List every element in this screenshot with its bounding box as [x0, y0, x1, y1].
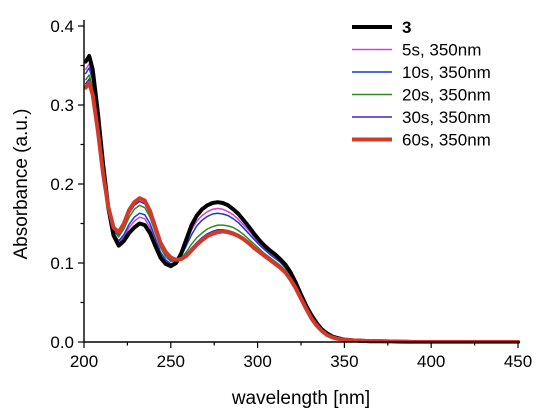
y-axis-title: Absorbance (a.u.): [11, 108, 32, 259]
y-tick-label: 0.2: [50, 175, 74, 194]
plot-lines: [83, 54, 520, 344]
legend: 3 5s, 350nm 10s, 350nm 20s, 350nm 30s, 350nm…: [352, 18, 491, 150]
x-tick-label: 300: [243, 352, 271, 371]
ticks: 200 250 300 350 400 450 0.0 0.1 0.2 0.3 0.4: [50, 17, 532, 371]
y-tick-label: 0.4: [50, 17, 74, 36]
legend-label: 10s, 350nm: [402, 63, 491, 82]
series-line-5: [83, 80, 520, 344]
x-tick-label: 200: [70, 352, 98, 371]
x-tick-label: 450: [504, 352, 532, 371]
legend-label: 30s, 350nm: [402, 108, 491, 127]
x-tick-label: 400: [417, 352, 445, 371]
y-tick-label: 0.0: [50, 333, 74, 352]
legend-label: 60s, 350nm: [402, 131, 491, 150]
y-tick-label: 0.1: [50, 254, 74, 273]
y-tick-label: 0.3: [50, 96, 74, 115]
legend-label: 20s, 350nm: [402, 86, 491, 105]
x-tick-label: 350: [330, 352, 358, 371]
legend-label: 3: [402, 18, 411, 37]
legend-label: 5s, 350nm: [402, 41, 481, 60]
x-axis-title: wavelength [nm]: [231, 388, 370, 409]
axes: [83, 20, 520, 343]
x-tick-label: 250: [157, 352, 185, 371]
